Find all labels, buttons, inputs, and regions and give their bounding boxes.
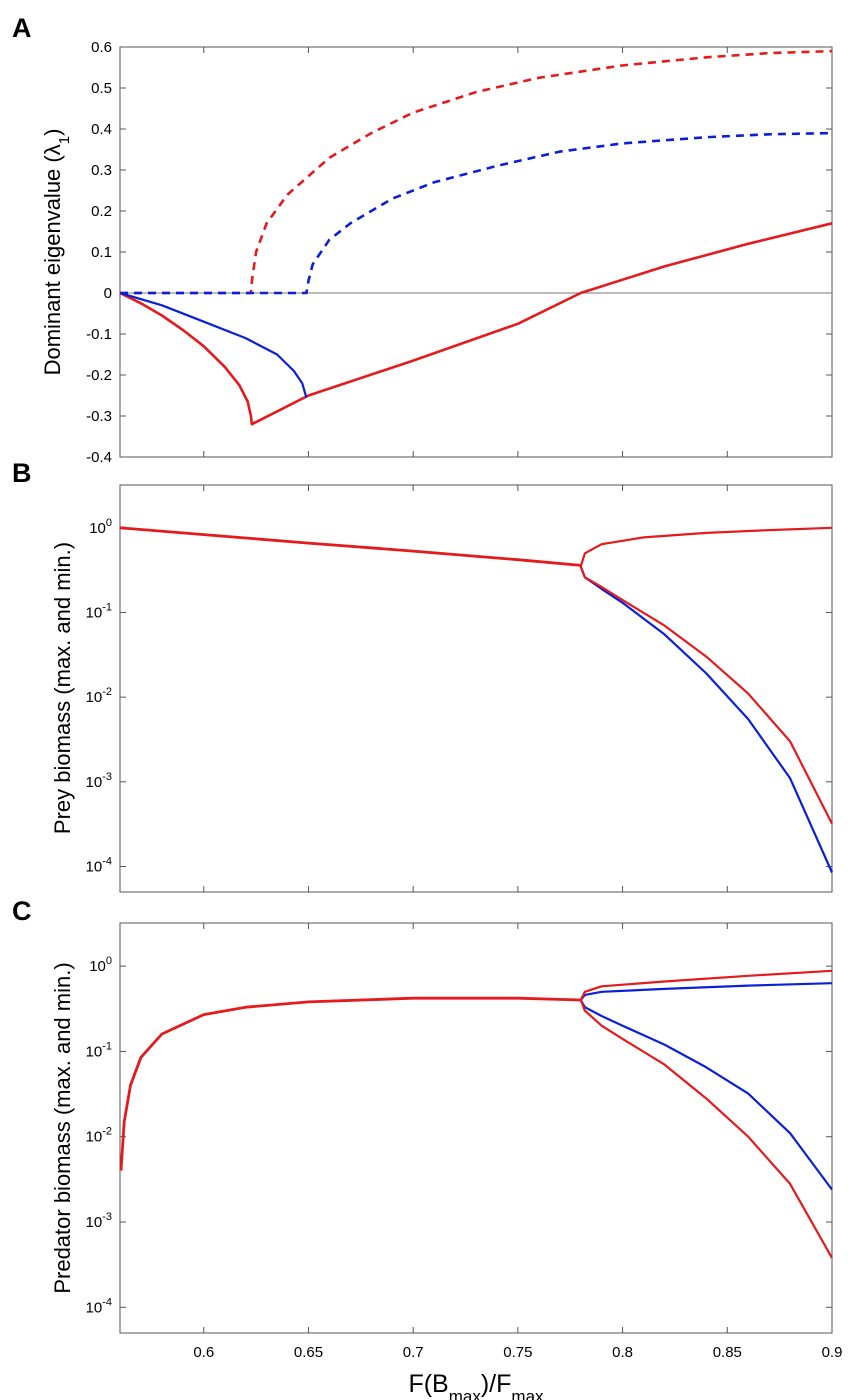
series-line-blue-dashed [120,131,833,295]
y-tick-label: 0 [104,285,112,302]
series-line-red-lower [579,566,833,825]
series-line-red-stable [119,526,581,567]
panel-a-ylabel: Dominant eigenvalue (λ1) [40,129,73,376]
y-tick-label: 0.6 [91,39,112,56]
panel-b: B Prey biomass (max. and min.) 10-410-31… [12,458,834,893]
panel-letter-b: B [12,458,32,488]
panel-b-axis-ticks: 10-4 10-3 10-2 10-1 100 [86,485,833,892]
panel-letter-c: C [12,896,32,926]
series-line-red-stable [119,996,581,1171]
series-line-blue-upper [579,982,833,1001]
x-tick-label: 0.6 [193,1344,214,1361]
panel-c-series [119,969,833,1259]
x-tick-label: 0.8 [612,1344,633,1361]
y-tick-label: 10-4 [86,856,112,876]
panel-c-frame [119,922,833,1334]
series-line-red-solid [119,222,833,426]
panel-letter-a: A [12,13,32,43]
y-tick-label: 10-4 [86,1296,112,1316]
x-tick-label: 0.7 [403,1344,424,1361]
y-tick-label: 10-2 [86,1126,112,1146]
panel-b-frame [119,484,833,893]
y-tick-label: 10-3 [86,771,112,791]
series-line-red-dashed [120,49,833,295]
series-line-blue-lower [579,566,834,873]
x-axis-label: F(Bmax)/Fmax [408,1370,544,1400]
y-tick-label: 0.5 [91,80,112,97]
y-tick-label: -0.4 [86,449,112,466]
panel-a-axis-ticks: -0.4 -0.3 -0.2 -0.1 0 0.1 0.2 0.3 0.4 0.5 0.6 [86,39,833,466]
x-tick-label: 0.85 [713,1344,742,1361]
panel-c-ylabel: Predator biomass (max. and min.) [50,962,75,1293]
x-tick-label: 0.9 [822,1344,843,1361]
panel-b-ylabel: Prey biomass (max. and min.) [50,542,75,834]
panel-c: C Predator biomass (max. and min.) 0.6 0.… [12,896,842,1400]
panel-c-axis-ticks: 0.6 0.65 0.7 0.75 0.8 0.85 0.9 10-4 10-3 10-2 10-1… [86,923,843,1361]
series-line-blue-solid [119,291,308,398]
panel-a-frame [119,46,833,458]
series-line-red-lower [579,999,833,1259]
panel-a-series [119,49,833,426]
y-tick-label: 0.4 [91,121,112,138]
y-tick-label: 0.3 [91,162,112,179]
y-tick-label: -0.3 [86,408,112,425]
y-tick-label: 0.1 [91,244,112,261]
y-tick-label: 10-3 [86,1211,112,1231]
y-tick-label: 10-2 [86,686,112,706]
series-line-blue-lower [579,999,833,1191]
y-tick-label: 100 [89,955,112,975]
x-tick-label: 0.65 [294,1344,323,1361]
y-tick-label: 10-1 [86,1040,112,1060]
series-line-red-upper [579,969,833,1001]
y-tick-label: 0.2 [91,203,112,220]
y-tick-label: -0.1 [86,326,112,343]
y-tick-label: -0.2 [86,367,112,384]
y-tick-label: 100 [89,517,112,537]
x-tick-label: 0.75 [503,1344,532,1361]
panel-b-series [119,526,834,873]
panel-a: A Dominant eigenvalue (λ1) -0.4-0.3-0.2-… [12,13,833,466]
series-line-red-upper [579,526,833,567]
y-tick-label: 10-1 [86,601,112,621]
